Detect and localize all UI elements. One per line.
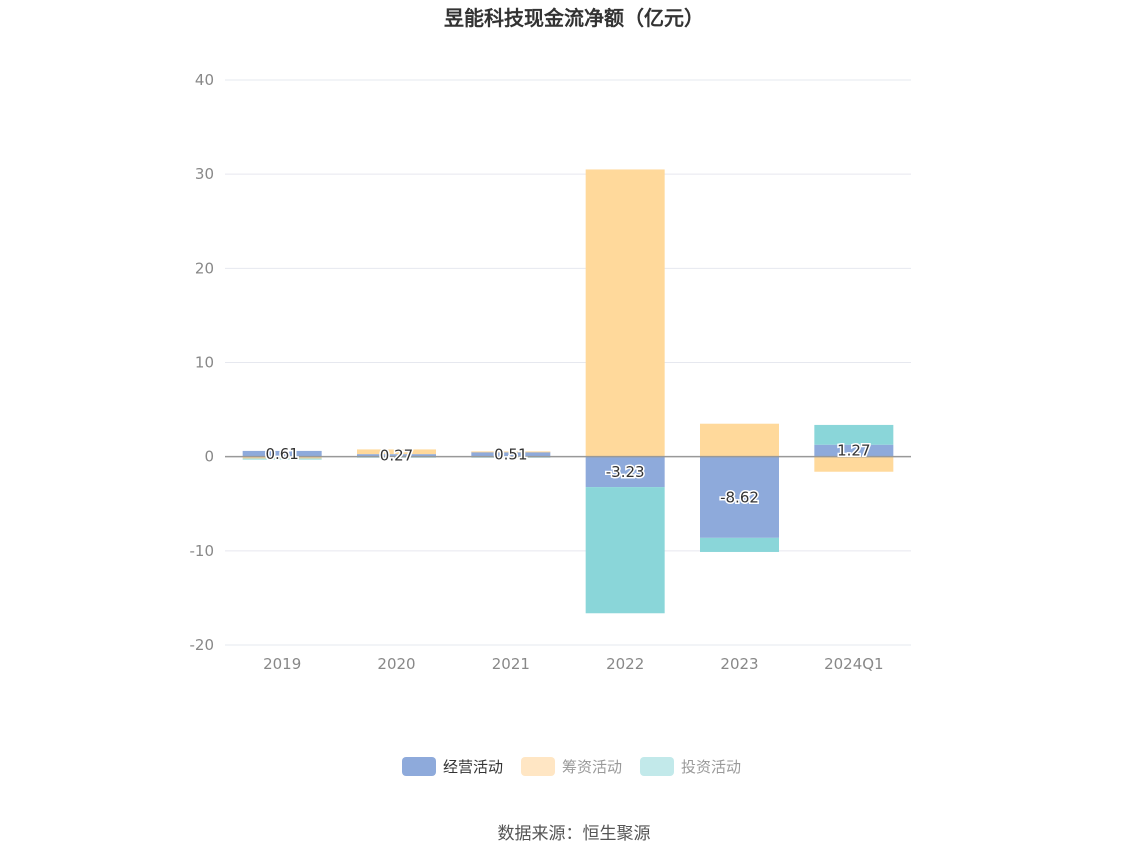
legend-swatch	[402, 757, 436, 776]
bar-2022-series-2	[585, 487, 665, 614]
legend-swatch	[640, 757, 674, 776]
bar-value-label: -3.23	[606, 463, 645, 481]
x-axis-ticks: 2019 2020 2021 2022 2023 2024Q1	[263, 655, 884, 673]
y-tick-label: 30	[195, 165, 214, 183]
legend-swatch	[521, 757, 555, 776]
y-tick-label: 0	[204, 448, 214, 466]
bar-value-label: 0.61	[265, 445, 298, 463]
x-tick-label: 2023	[720, 655, 758, 673]
bar-2020-series-1	[357, 449, 436, 455]
bar-2024Q1-series-0	[814, 444, 894, 457]
bars	[242, 169, 894, 614]
x-tick-label: 2019	[263, 655, 301, 673]
bar-2019-series-1	[242, 456, 322, 459]
bar-2024Q1-series-2	[814, 424, 894, 445]
bar-2020-series-0	[357, 454, 436, 457]
bar-labels: 0.61 0.27 0.51 -3.23 -8.62 1.27	[264, 440, 872, 508]
bar-2023-series-0	[700, 456, 779, 538]
x-tick-label: 2024Q1	[824, 655, 884, 673]
y-tick-label: 20	[195, 259, 214, 277]
y-axis-ticks: -20 -10 0 10 20 30 40	[190, 71, 215, 654]
bar-2022-series-0	[585, 456, 665, 488]
bar-value-label: 0.51	[494, 445, 527, 463]
y-tick-label: 10	[195, 354, 214, 372]
bar-2019-series-0	[242, 450, 322, 457]
bar-2023-series-1	[700, 423, 779, 457]
x-tick-label: 2022	[606, 655, 644, 673]
bar-2023-series-2	[700, 537, 779, 552]
bar-value-label: -8.62	[720, 488, 759, 506]
legend-label[interactable]: 筹资活动	[562, 758, 622, 776]
bar-2024Q1-series-1	[814, 456, 894, 472]
grid-lines	[225, 79, 911, 646]
x-tick-label: 2020	[377, 655, 415, 673]
bar-value-label: 1.27	[837, 442, 870, 460]
legend-label[interactable]: 投资活动	[681, 758, 741, 776]
y-tick-label: -20	[190, 636, 215, 654]
bar-2022-series-1	[585, 169, 665, 457]
chart-title: 昱能科技现金流净额（亿元）	[444, 6, 704, 30]
legend-label[interactable]: 经营活动	[443, 758, 503, 776]
y-tick-label: -10	[190, 542, 215, 560]
legend: 经营活动 筹资活动 投资活动	[402, 757, 741, 776]
data-source: 数据来源：恒生聚源	[498, 824, 651, 844]
bar-2021-series-0	[471, 451, 551, 457]
bar-2019-series-2	[242, 458, 322, 460]
x-tick-label: 2021	[492, 655, 530, 673]
bar-value-label: 0.27	[380, 446, 413, 464]
bar-2021-series-1	[471, 451, 551, 453]
y-tick-label: 40	[195, 71, 214, 89]
